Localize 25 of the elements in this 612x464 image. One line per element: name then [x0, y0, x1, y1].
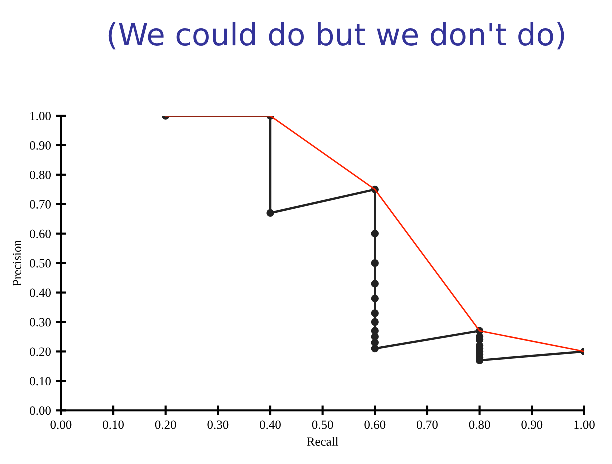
y-axis-title: Precision: [13, 240, 22, 286]
y-tick-label: 0.10: [30, 377, 51, 386]
x-tick-label: 0.90: [522, 420, 543, 430]
x-tick-label: 0.40: [260, 420, 281, 430]
x-tick-label: 1.00: [574, 420, 595, 430]
y-tick-label: 0.70: [30, 200, 51, 209]
x-tick-label: 0.50: [312, 420, 334, 430]
y-tick-label: 0.60: [30, 230, 51, 238]
y-tick-label: 0.80: [30, 170, 51, 180]
y-tick-label: 0.00: [30, 406, 51, 416]
y-tick-label: 1.00: [30, 112, 51, 121]
x-tick-label: 0.10: [103, 420, 124, 430]
y-tick-label: 0.20: [30, 348, 51, 356]
x-tick-label: 0.20: [155, 420, 176, 430]
x-tick-label: 0.30: [208, 420, 229, 430]
y-tick-label: 0.50: [30, 259, 51, 268]
x-axis-title: Recall: [307, 437, 339, 446]
y-tick-label: 0.90: [30, 141, 51, 150]
x-tick-label: 0.00: [50, 420, 72, 430]
x-tick-label: 0.80: [469, 420, 490, 430]
x-tick-label: 0.60: [364, 420, 386, 430]
y-tick-label: 0.30: [30, 318, 51, 327]
chart-title: (We could do but we don't do): [108, 22, 564, 50]
x-tick-label: 0.70: [417, 420, 438, 430]
y-tick-label: 0.40: [30, 288, 51, 298]
